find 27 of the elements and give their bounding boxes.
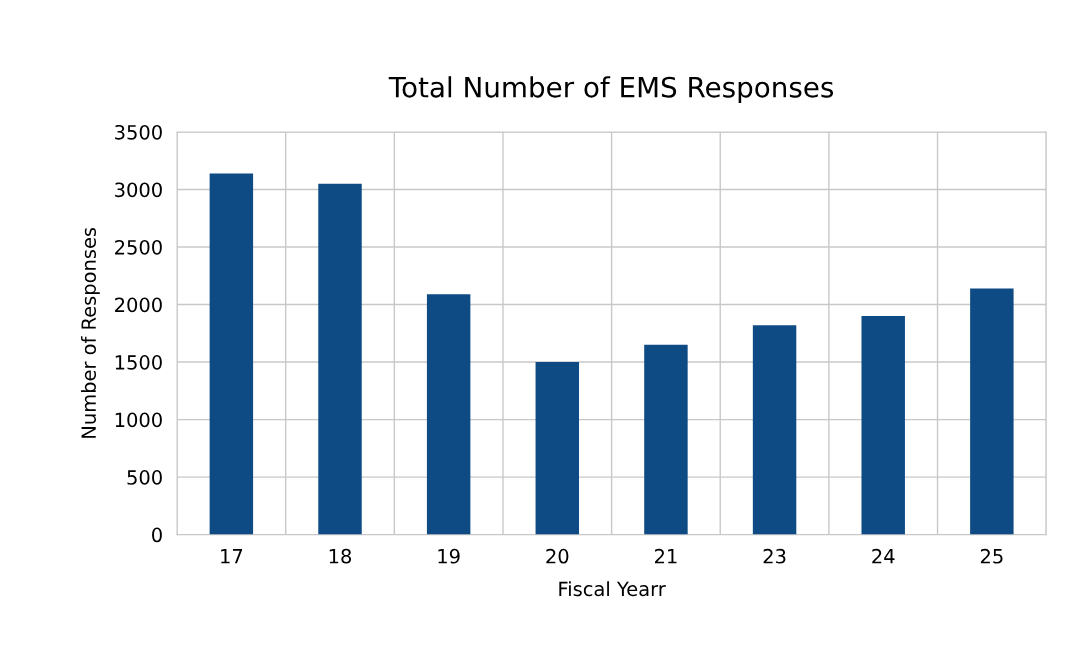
- x-tick-label: 24: [872, 548, 895, 564]
- x-tick-label: 23: [763, 548, 786, 564]
- x-tick-label: 17: [221, 549, 243, 564]
- x-tick-label: 25: [980, 548, 1003, 564]
- x-tick-label: 18: [329, 548, 352, 564]
- bar: [318, 183, 362, 535]
- bar: [644, 344, 688, 535]
- bar: [752, 325, 797, 535]
- y-tick-label: 2000: [115, 297, 162, 313]
- x-tick-label: 20: [546, 548, 569, 564]
- y-axis-title: Number of Responses: [80, 227, 100, 438]
- x-tick-label: 21: [654, 548, 677, 564]
- y-tick-label: 500: [127, 470, 162, 485]
- chart-title: Total Number of EMS Responses: [388, 76, 834, 104]
- y-tick-label: 1500: [115, 355, 162, 370]
- bar: [970, 288, 1014, 535]
- x-tick-label: 19: [438, 548, 460, 564]
- bar: [861, 316, 905, 535]
- x-axis-title: Fiscal Yearr: [559, 581, 666, 597]
- y-tick-label: 1000: [115, 412, 162, 428]
- y-tick-label: 0: [152, 527, 162, 543]
- y-tick-label: 2500: [115, 239, 162, 255]
- y-tick-label: 3500: [115, 124, 162, 140]
- y-tick-label: 3000: [115, 182, 162, 198]
- bar: [426, 294, 471, 535]
- bar: [209, 173, 254, 535]
- bar: [535, 362, 580, 535]
